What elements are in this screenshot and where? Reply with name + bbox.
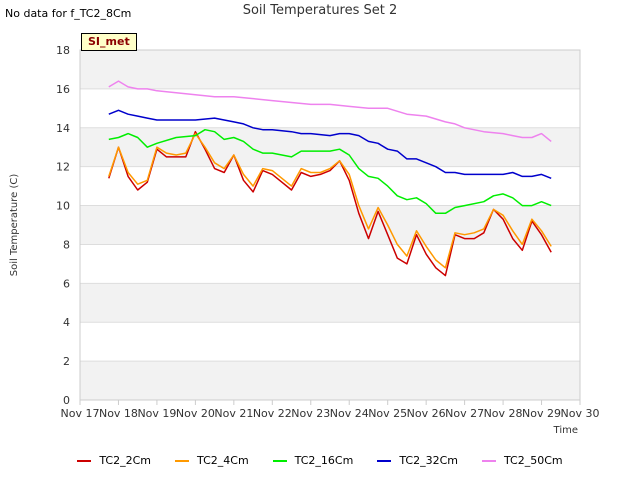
plot-background-bands (80, 50, 580, 400)
y-tick-label: 2 (63, 355, 70, 368)
legend-label: TC2_16Cm (294, 454, 354, 467)
chart-title: Soil Temperatures Set 2 (242, 3, 398, 18)
x-tick-label: Nov 19 (137, 407, 176, 420)
y-tick-label: 4 (63, 316, 70, 329)
x-tick-label: Nov 26 (407, 407, 446, 420)
legend-swatch (272, 459, 287, 462)
legend-swatch (175, 459, 190, 462)
no-data-note: No data for f_TC2_8Cm (5, 7, 132, 20)
x-tick-label: Nov 25 (368, 407, 407, 420)
y-tick-label: 12 (56, 161, 70, 174)
series-lines (108, 80, 552, 277)
x-tick-label: Nov 28 (484, 407, 523, 420)
y-tick-label: 18 (56, 44, 70, 57)
series-line-tc2-32cm (108, 109, 552, 179)
plot-area-frame (79, 49, 581, 401)
legend-item-tc2-16cm: TC2_16Cm (272, 454, 354, 467)
x-tick-label: Nov 18 (99, 407, 138, 420)
y-tick-label: 8 (63, 238, 70, 251)
legend-swatch (77, 459, 92, 462)
series-line-tc2-2cm (108, 130, 552, 277)
legend-label: TC2_32Cm (399, 454, 458, 467)
legend-item-tc2-4cm: TC2_4Cm (175, 454, 249, 467)
x-tick-label: Nov 24 (330, 407, 369, 420)
y-tick-label: 0 (63, 394, 70, 407)
y-tick-label: 16 (56, 83, 70, 96)
y-tick-label: 10 (56, 200, 70, 213)
x-axis-ticks: Nov 17 Nov 18 Nov 19 Nov 20 Nov 21 Nov 22 Nov … (61, 400, 600, 420)
background-band (80, 283, 580, 323)
background-band (80, 127, 580, 167)
background-band (80, 205, 580, 245)
legend-label: TC2_4Cm (197, 454, 249, 467)
y-axis-label: Soil Temperature (C) (9, 174, 20, 277)
x-tick-label: Nov 22 (253, 407, 292, 420)
x-tick-label: Nov 30 (561, 407, 600, 420)
legend-item-tc2-32cm: TC2_32Cm (377, 454, 458, 467)
y-axis-ticks: 0 2 4 6 8 10 12 14 16 18 (56, 44, 70, 407)
station-badge: SI_met (81, 33, 137, 51)
background-band (80, 50, 580, 89)
series-line-tc2-4cm (108, 132, 552, 269)
legend-swatch (481, 459, 496, 462)
background-band (80, 361, 580, 400)
legend-label: TC2_2Cm (99, 454, 152, 467)
x-tick-label: Nov 29 (522, 407, 561, 420)
y-tick-label: 6 (63, 277, 70, 290)
series-line-tc2-16cm (108, 128, 552, 215)
legend-item-tc2-2cm: TC2_2Cm (77, 454, 151, 467)
legend-label: TC2_50Cm (503, 454, 563, 467)
x-tick-label: Nov 20 (176, 407, 215, 420)
y-tick-label: 14 (56, 122, 70, 135)
x-tick-label: Nov 17 (61, 407, 100, 420)
x-tick-label: Nov 21 (214, 407, 253, 420)
legend: TC2_2Cm TC2_4Cm TC2_16Cm TC2_32Cm TC2_50… (0, 454, 640, 467)
x-tick-label: Nov 27 (445, 407, 484, 420)
legend-item-tc2-50cm: TC2_50Cm (481, 454, 563, 467)
legend-swatch (377, 459, 392, 462)
x-axis-label: Time (553, 425, 578, 436)
x-tick-label: Nov 23 (291, 407, 330, 420)
series-line-tc2-50cm (108, 80, 552, 142)
